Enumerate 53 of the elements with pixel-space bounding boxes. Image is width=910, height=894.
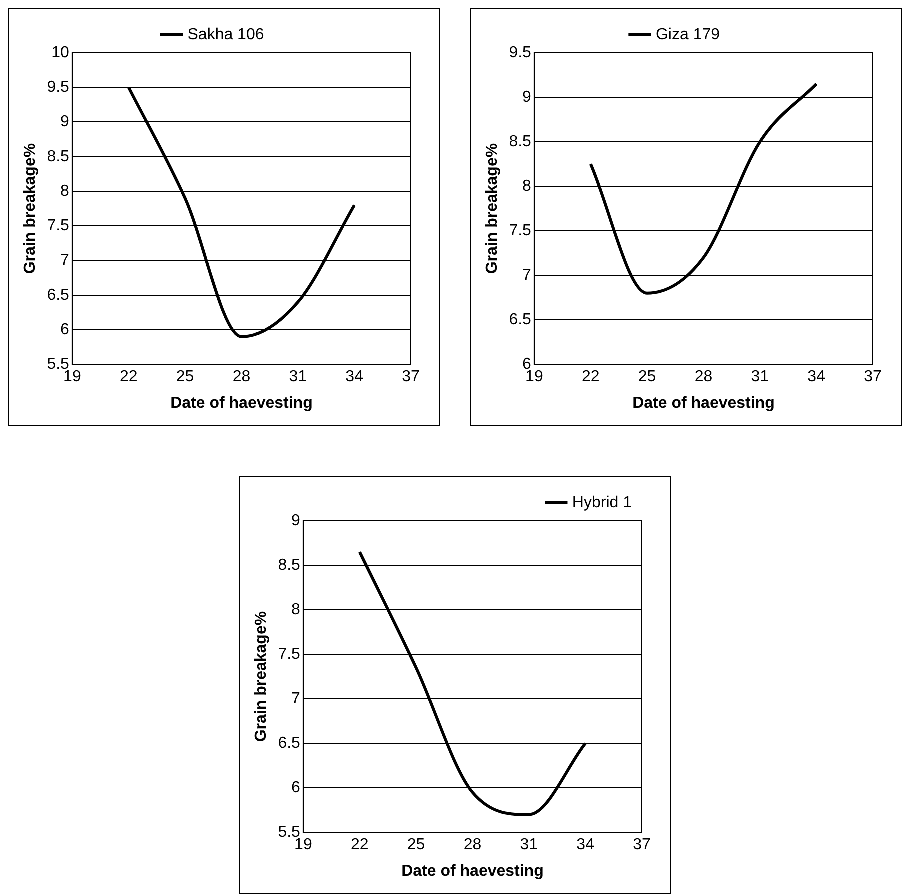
y-tick-label: 7.5 xyxy=(47,218,70,235)
y-tick-label: 8.5 xyxy=(47,148,70,166)
y-tick-label: 9 xyxy=(60,114,70,131)
x-tick-label: 28 xyxy=(694,368,713,386)
y-tick-label: 6 xyxy=(60,321,70,338)
x-tick-label: 31 xyxy=(520,836,538,854)
y-tick-label: 9 xyxy=(522,88,532,106)
x-tick-label: 37 xyxy=(633,836,651,854)
x-tick-label: 34 xyxy=(346,368,364,386)
y-tick-label: 7 xyxy=(522,266,532,284)
legend-label: Sakha 106 xyxy=(188,26,264,44)
y-tick-label: 6 xyxy=(292,779,301,796)
x-tick-label: 34 xyxy=(576,836,595,854)
y-tick-label: 7 xyxy=(60,252,70,270)
x-tick-label: 25 xyxy=(407,836,426,854)
y-tick-label: 9.5 xyxy=(47,79,70,96)
y-tick-label: 10 xyxy=(52,44,70,62)
x-tick-label: 34 xyxy=(808,368,826,386)
x-tick-label: 25 xyxy=(176,368,194,386)
y-tick-label: 7.5 xyxy=(509,222,532,240)
y-tick-label: 8 xyxy=(60,182,70,200)
y-tick-label: 7 xyxy=(292,690,301,708)
y-tick-label: 7.5 xyxy=(278,646,301,663)
y-tick-label: 8.5 xyxy=(278,556,301,574)
y-tick-label: 8 xyxy=(292,601,301,618)
x-tick-label: 22 xyxy=(120,368,138,386)
x-tick-label: 19 xyxy=(64,368,82,386)
x-axis-title: Date of haevesting xyxy=(632,394,775,412)
x-tick-label: 37 xyxy=(402,368,420,386)
x-tick-label: 28 xyxy=(464,836,482,854)
x-tick-label: 31 xyxy=(289,368,308,386)
x-axis-title: Date of haevesting xyxy=(170,394,313,412)
x-tick-label: 19 xyxy=(526,368,544,386)
x-axis-title: Date of haevesting xyxy=(402,862,544,880)
x-tick-label: 25 xyxy=(638,368,656,386)
y-tick-label: 8 xyxy=(522,178,532,195)
legend-label: Hybrid 1 xyxy=(572,494,632,512)
x-tick-label: 19 xyxy=(294,836,312,854)
y-tick-label: 9.5 xyxy=(509,44,532,62)
x-tick-label: 28 xyxy=(232,368,251,386)
y-axis-title: Grain breakage% xyxy=(22,143,40,274)
y-tick-label: 6.5 xyxy=(278,734,301,752)
y-tick-label: 6.5 xyxy=(509,311,532,328)
x-tick-label: 22 xyxy=(350,836,369,854)
x-tick-label: 22 xyxy=(582,368,600,386)
y-tick-label: 9 xyxy=(292,512,301,530)
y-axis-title: Grain breakage% xyxy=(484,143,502,274)
y-tick-label: 6.5 xyxy=(47,286,70,304)
y-tick-label: 8.5 xyxy=(509,133,532,150)
legend-label: Giza 179 xyxy=(656,26,720,44)
x-tick-label: 37 xyxy=(864,368,882,386)
y-axis-title: Grain breakage% xyxy=(253,611,270,742)
x-tick-label: 31 xyxy=(751,368,770,386)
